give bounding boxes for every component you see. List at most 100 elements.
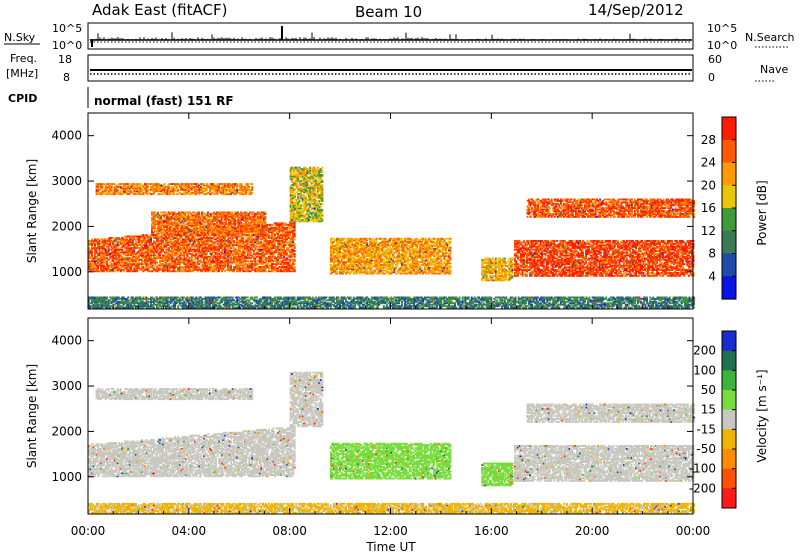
- range-cell: [190, 263, 193, 265]
- range-cell: [287, 250, 290, 252]
- range-cell: [127, 266, 130, 268]
- range-cell: [134, 267, 137, 270]
- range-cell: [124, 261, 127, 264]
- range-cell: [150, 193, 152, 196]
- range-cell: [293, 263, 296, 265]
- range-cell: [193, 241, 196, 244]
- range-cell: [113, 191, 116, 194]
- range-cell: [269, 270, 272, 273]
- range-cell: [131, 254, 134, 257]
- range-cell: [207, 238, 210, 241]
- range-cell: [95, 260, 98, 263]
- range-cell: [124, 264, 127, 267]
- range-cell: [101, 261, 104, 264]
- range-cell: [154, 190, 157, 193]
- range-cell: [142, 237, 145, 239]
- range-cell: [157, 255, 160, 258]
- range-cell: [124, 247, 127, 249]
- range-cell: [115, 257, 118, 260]
- range-cell: [116, 257, 119, 260]
- range-cell: [183, 241, 186, 244]
- range-cell: [147, 267, 149, 270]
- range-cell: [240, 235, 243, 238]
- range-cell: [163, 257, 166, 260]
- range-cell: [218, 252, 220, 255]
- range-cell: [144, 191, 146, 194]
- range-cell: [89, 244, 92, 247]
- range-cell: [210, 263, 213, 265]
- range-cell: [177, 268, 180, 271]
- range-cell: [137, 191, 140, 194]
- range-cell: [133, 263, 136, 265]
- range-cell: [162, 248, 164, 251]
- range-cell: [215, 255, 217, 258]
- range-cell: [206, 238, 208, 241]
- range-cell: [115, 264, 118, 267]
- range-cell: [274, 229, 276, 232]
- range-cell: [196, 257, 199, 260]
- range-cell: [184, 241, 187, 244]
- range-cell: [174, 264, 177, 267]
- range-cell: [150, 261, 152, 264]
- range-cell: [249, 235, 252, 238]
- range-cell: [195, 261, 198, 264]
- range-cell: [174, 263, 177, 265]
- range-cell: [237, 268, 240, 271]
- range-cell: [207, 266, 210, 268]
- range-cell: [209, 237, 211, 239]
- range-cell: [248, 270, 251, 273]
- range-cell: [292, 252, 295, 255]
- range-cell: [225, 251, 228, 254]
- range-cell: [201, 244, 204, 247]
- range-cell: [269, 254, 272, 257]
- range-cell: [110, 187, 113, 190]
- range-cell: [228, 248, 231, 251]
- range-cell: [254, 267, 257, 270]
- range-cell: [145, 261, 148, 264]
- range-cell: [204, 247, 207, 249]
- range-cell: [159, 248, 161, 251]
- range-cell: [280, 257, 282, 260]
- range-cell: [124, 257, 127, 260]
- range-cell: [163, 254, 166, 257]
- range-cell: [198, 248, 201, 251]
- range-cell: [212, 255, 214, 258]
- range-cell: [189, 257, 192, 260]
- range-cell: [234, 234, 237, 236]
- range-cell: [265, 247, 267, 249]
- range-cell: [187, 266, 190, 268]
- range-cell: [89, 267, 92, 270]
- range-cell: [231, 268, 234, 271]
- range-cell: [107, 190, 110, 193]
- range-cell: [190, 237, 193, 239]
- range-cell: [225, 250, 228, 252]
- range-cell: [139, 237, 142, 239]
- range-cell: [216, 251, 219, 254]
- range-cell: [234, 235, 237, 238]
- range-cell: [255, 267, 258, 270]
- range-cell: [246, 241, 249, 244]
- range-cell: [202, 248, 205, 251]
- range-cell: [110, 266, 113, 268]
- range-cell: [283, 255, 285, 258]
- range-cell: [187, 263, 190, 265]
- range-cell: [258, 237, 261, 239]
- range-cell: [257, 245, 260, 248]
- range-cell: [248, 254, 251, 257]
- range-cell: [168, 263, 171, 265]
- range-cell: [168, 237, 171, 239]
- range-cell: [119, 247, 122, 249]
- range-cell: [95, 186, 98, 188]
- range-cell: [144, 237, 146, 239]
- range-cell: [159, 242, 161, 245]
- range-cell: [103, 252, 105, 255]
- range-cell: [187, 235, 190, 238]
- range-cell: [192, 241, 195, 244]
- range-cell: [127, 258, 130, 261]
- range-cell: [145, 264, 148, 267]
- range-cell: [153, 241, 155, 244]
- range-cell: [201, 255, 204, 258]
- range-cell: [121, 250, 124, 252]
- range-cell: [106, 242, 109, 245]
- range-cell: [160, 264, 163, 267]
